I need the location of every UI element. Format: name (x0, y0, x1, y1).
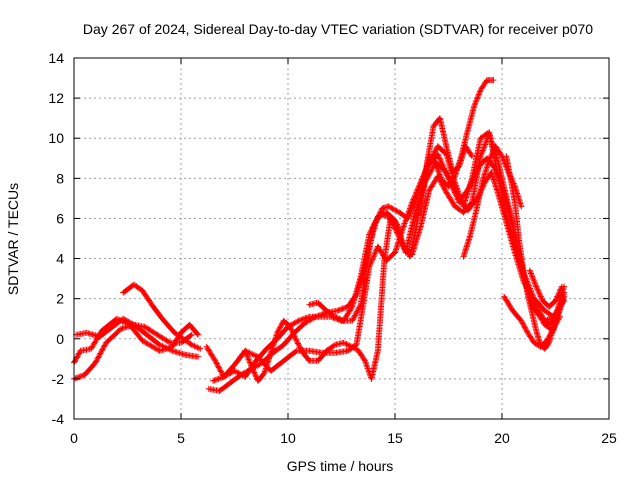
y-tick-label: 4 (56, 251, 64, 267)
series-markers (501, 293, 563, 350)
series-markers (417, 115, 475, 218)
series-markers (73, 315, 195, 346)
y-tick-label: 10 (48, 130, 64, 146)
series-N (526, 267, 565, 310)
y-tick-label: 0 (56, 331, 64, 347)
y-axis-label: SDTVAR / TECUs (5, 183, 21, 295)
series-D (120, 281, 204, 352)
series-B (73, 315, 195, 346)
y-tick-label: -2 (52, 371, 65, 387)
y-tick-label: 14 (48, 50, 64, 66)
series-markers (526, 267, 565, 310)
series-J (417, 115, 475, 218)
plot-frame (73, 57, 610, 420)
data-points (71, 77, 568, 394)
x-tick-label: 0 (70, 430, 78, 446)
y-tick-label: 2 (56, 291, 64, 307)
x-tick-label: 10 (280, 430, 296, 446)
y-tick-label: 6 (56, 210, 64, 226)
x-tick-label: 25 (601, 430, 617, 446)
y-tick-label: 8 (56, 170, 64, 186)
series-markers (120, 281, 204, 352)
x-tick-label: 15 (387, 430, 403, 446)
x-tick-label: 5 (177, 430, 185, 446)
y-tick-label: -4 (52, 411, 65, 427)
y-axis: -4 -2 0 2 4 6 8 10 12 14 (48, 50, 609, 427)
y-tick-label: 12 (48, 90, 64, 106)
series-M (501, 293, 563, 350)
x-axis: 0 5 10 15 20 25 (70, 58, 617, 446)
x-axis-label: GPS time / hours (287, 458, 394, 474)
chart-title: Day 267 of 2024, Sidereal Day-to-day VTE… (83, 21, 593, 37)
x-tick-label: 20 (494, 430, 510, 446)
